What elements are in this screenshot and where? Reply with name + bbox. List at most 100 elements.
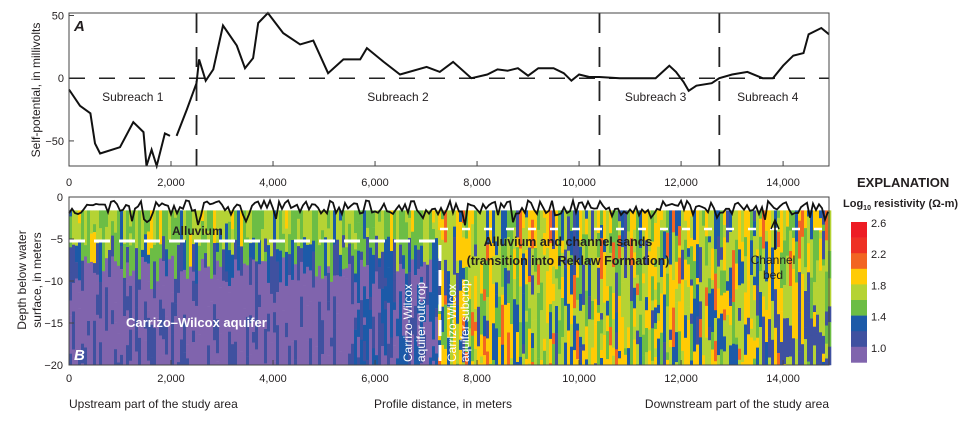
panel-b-ylabel-1: Depth below water <box>15 230 29 329</box>
resistivity-cell <box>366 320 369 360</box>
resistivity-cell <box>828 322 831 347</box>
resistivity-cell <box>768 319 771 338</box>
resistivity-cell <box>498 297 501 338</box>
resistivity-cell <box>366 299 369 321</box>
resistivity-cell <box>432 280 435 294</box>
resistivity-cell <box>705 210 708 236</box>
resistivity-cell <box>384 301 387 310</box>
resistivity-cell <box>99 318 102 331</box>
resistivity-cell <box>654 300 657 308</box>
resistivity-cell <box>252 260 255 293</box>
resistivity-cell <box>306 305 309 341</box>
resistivity-cell <box>768 294 771 308</box>
resistivity-cell <box>735 309 738 338</box>
resistivity-cell <box>735 210 738 240</box>
resistivity-cell <box>102 326 105 359</box>
resistivity-cell <box>711 332 714 350</box>
resistivity-cell <box>621 282 624 317</box>
resistivity-cell <box>102 359 105 366</box>
legend-tick-label: 1.8 <box>871 280 886 292</box>
resistivity-cell <box>198 348 201 365</box>
resistivity-cell <box>483 301 486 316</box>
resistivity-cell <box>654 267 657 290</box>
resistivity-cell <box>585 343 588 360</box>
resistivity-cell <box>711 280 714 289</box>
resistivity-cell <box>537 293 540 332</box>
resistivity-cell <box>234 279 237 286</box>
annotation-outcrop-2: aquifer outcrop <box>414 282 428 362</box>
resistivity-cell <box>363 210 366 239</box>
resistivity-cell <box>120 246 123 269</box>
resistivity-cell <box>381 221 384 252</box>
resistivity-cell <box>477 276 480 292</box>
resistivity-cell <box>285 286 288 323</box>
resistivity-cell <box>744 325 747 356</box>
resistivity-cell <box>354 282 357 295</box>
x-tick-label: 10,000 <box>562 177 596 189</box>
resistivity-cell <box>501 305 504 345</box>
resistivity-cell <box>411 232 414 260</box>
resistivity-cell <box>699 319 702 338</box>
resistivity-cell <box>732 210 735 250</box>
resistivity-cell <box>540 283 543 311</box>
resistivity-cell <box>258 295 261 307</box>
resistivity-cell <box>300 327 303 357</box>
resistivity-cell <box>822 225 825 231</box>
resistivity-cell <box>270 256 273 294</box>
resistivity-cell <box>678 226 681 246</box>
resistivity-cell <box>267 314 270 332</box>
resistivity-cell <box>816 230 819 261</box>
resistivity-cell <box>288 234 291 254</box>
resistivity-cell <box>687 287 690 307</box>
resistivity-cell <box>408 272 411 285</box>
resistivity-cell <box>357 237 360 251</box>
resistivity-cell <box>408 250 411 272</box>
resistivity-cell <box>567 276 570 304</box>
resistivity-cell <box>162 356 165 366</box>
resistivity-cell <box>231 289 234 302</box>
resistivity-cell <box>105 227 108 259</box>
resistivity-cell <box>603 303 606 336</box>
resistivity-cell <box>363 280 366 286</box>
resistivity-cell <box>270 210 273 233</box>
resistivity-cell <box>393 239 396 274</box>
resistivity-cell <box>360 300 363 340</box>
resistivity-cell <box>408 218 411 238</box>
y-tick-label: 0 <box>57 192 63 204</box>
resistivity-cell <box>360 227 363 252</box>
resistivity-cell <box>294 264 297 285</box>
resistivity-cell <box>93 358 96 366</box>
resistivity-cell <box>594 269 597 300</box>
resistivity-cell <box>258 264 261 295</box>
resistivity-cell <box>132 335 135 366</box>
resistivity-cell <box>126 296 129 310</box>
resistivity-cell <box>279 282 282 323</box>
y-tick-label: −5 <box>50 234 63 246</box>
resistivity-cell <box>234 334 237 342</box>
resistivity-cell <box>705 351 708 366</box>
resistivity-cell <box>801 210 804 237</box>
resistivity-cell <box>369 248 372 263</box>
resistivity-cell <box>564 336 567 343</box>
resistivity-cell <box>786 318 789 357</box>
resistivity-cell <box>822 259 825 265</box>
resistivity-cell <box>606 286 609 301</box>
resistivity-cell <box>234 259 237 278</box>
resistivity-cell <box>294 308 297 340</box>
resistivity-cell <box>804 327 807 339</box>
resistivity-cell <box>321 230 324 238</box>
x-tick-label: 4,000 <box>259 177 287 189</box>
resistivity-cell <box>723 336 726 351</box>
resistivity-cell <box>144 329 147 341</box>
resistivity-cell <box>81 311 84 326</box>
resistivity-cell <box>702 226 705 267</box>
subreach-label: Subreach 1 <box>102 90 164 104</box>
resistivity-cell <box>534 298 537 320</box>
resistivity-cell <box>678 246 681 259</box>
resistivity-cell <box>477 307 480 347</box>
resistivity-cell <box>399 264 402 274</box>
resistivity-cell <box>768 338 771 358</box>
resistivity-cell <box>381 210 384 221</box>
resistivity-cell <box>261 229 264 261</box>
resistivity-cell <box>681 311 684 351</box>
